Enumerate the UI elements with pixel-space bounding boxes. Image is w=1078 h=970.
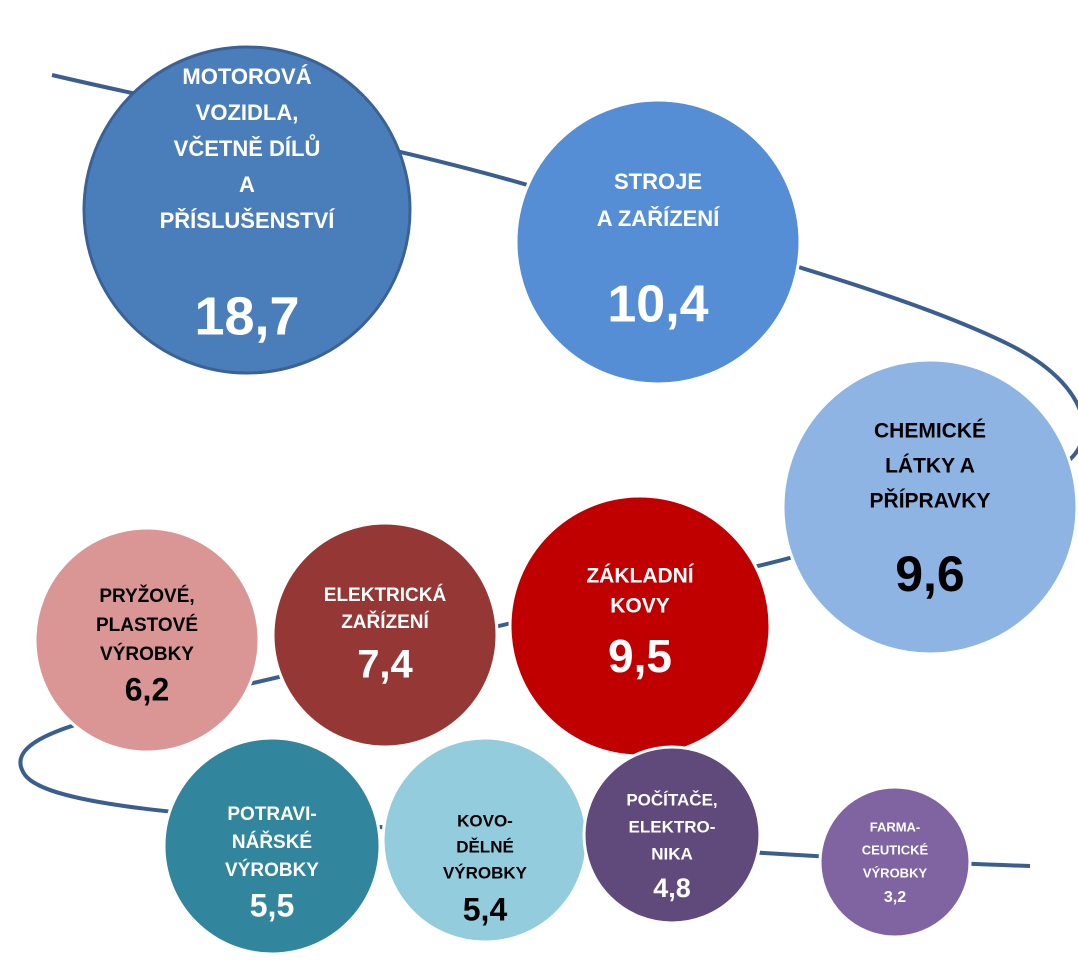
bubble-label: LÁTKY A	[885, 455, 975, 478]
bubble-value: 5,5	[250, 887, 294, 923]
bubble-label: KOVY	[610, 595, 670, 618]
bubble	[514, 98, 802, 386]
bubble-label: MOTOROVÁ	[182, 64, 311, 89]
bubble-label: PRYŽOVÉ,	[99, 585, 194, 607]
bubble-label: VÝROBKY	[443, 863, 528, 882]
bubble	[271, 521, 499, 749]
bubble-label: PLASTOVÉ	[96, 614, 198, 636]
bubble-value: 7,4	[357, 643, 413, 687]
bubble	[582, 745, 762, 925]
bubble-value: 9,5	[608, 630, 672, 682]
bubble-label: ELEKTRICKÁ	[324, 584, 447, 606]
bubble-label: ZAŘÍZENÍ	[341, 611, 429, 633]
bubble-label: VČETNĚ DÍLŮ	[174, 133, 321, 161]
bubble	[162, 736, 382, 956]
bubble-label: POTRAVI-	[227, 804, 316, 825]
bubble-label: CEUTICKÉ	[862, 842, 929, 857]
bubble-value: 6,2	[125, 671, 169, 707]
bubble-value: 5,4	[463, 891, 508, 927]
bubble	[82, 45, 412, 375]
bubble-label: KOVO-	[457, 811, 513, 830]
bubble-label: ELEKTRO-	[629, 817, 716, 836]
bubble-label: NIKA	[651, 844, 693, 863]
bubble-value: 9,6	[895, 546, 965, 602]
bubble-label: FARMA-	[870, 819, 921, 834]
bubble-value: 18,7	[194, 286, 299, 346]
bubble-label: PŘÍSLUŠENSTVÍ	[160, 208, 336, 233]
bubble-value: 3,2	[884, 889, 906, 906]
bubble-label: NÁŘSKÉ	[232, 831, 312, 853]
bubble-label: VOZIDLA,	[196, 100, 299, 125]
bubble	[781, 358, 1078, 656]
bubble-label: STROJE	[614, 169, 702, 194]
bubble-label: VÝROBKY	[225, 859, 319, 881]
bubble	[818, 785, 972, 939]
bubble-label: A ZAŘÍZENÍ	[597, 206, 721, 231]
bubble	[33, 526, 261, 754]
bubble	[508, 494, 772, 758]
bubble-label: VÝROBKY	[863, 865, 928, 880]
bubble-value: 10,4	[607, 276, 708, 334]
bubble-label: VÝROBKY	[100, 643, 194, 665]
bubble-value: 4,8	[653, 873, 691, 903]
bubble-label: DĚLNÉ	[456, 837, 514, 856]
bubble-label: CHEMICKÉ	[874, 420, 986, 443]
bubble-label: POČÍTAČE,	[626, 790, 717, 809]
bubble-label: A	[239, 172, 255, 197]
bubble-label: PŘÍPRAVKY	[870, 489, 991, 513]
bubble-label: ZÁKLADNÍ	[586, 565, 694, 588]
